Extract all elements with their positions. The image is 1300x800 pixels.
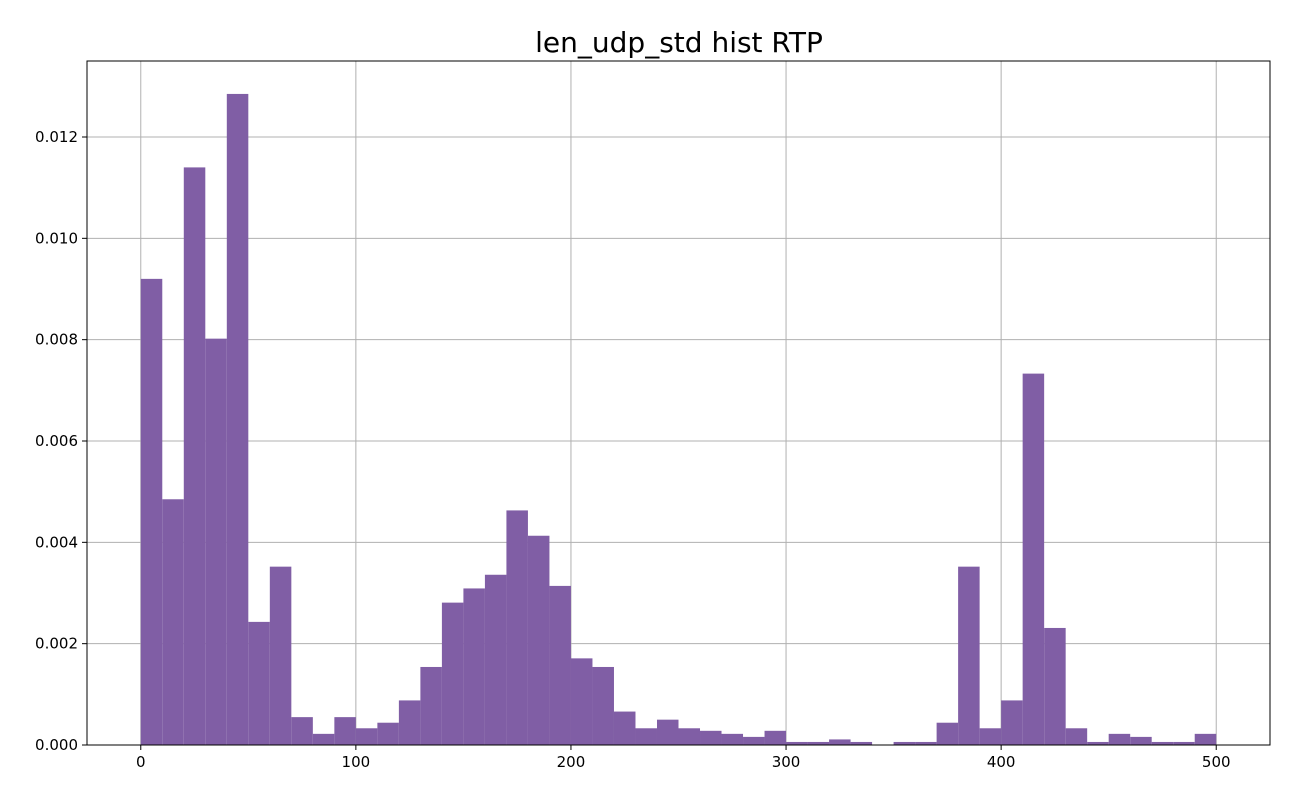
histogram-bar bbox=[1173, 741, 1195, 745]
histogram-bar bbox=[850, 741, 873, 745]
x-tick-label: 300 bbox=[772, 753, 801, 771]
histogram-bar bbox=[355, 728, 378, 745]
histogram-bar bbox=[613, 711, 636, 745]
histogram-bar bbox=[484, 574, 507, 745]
y-tick-label: 0.008 bbox=[35, 331, 78, 349]
histogram-bar bbox=[549, 585, 571, 745]
histogram-bar bbox=[592, 666, 614, 745]
histogram-bar bbox=[269, 566, 292, 745]
histogram-bar bbox=[312, 733, 335, 745]
histogram-bar bbox=[1130, 736, 1152, 745]
histogram-bar bbox=[958, 566, 980, 745]
histogram-bar bbox=[1065, 728, 1088, 745]
histogram-bar bbox=[226, 93, 249, 745]
plot-area-frame bbox=[86, 60, 1271, 746]
histogram-bar bbox=[334, 717, 356, 745]
histogram-bar bbox=[1087, 741, 1109, 745]
histogram-bars bbox=[140, 93, 1217, 745]
histogram-bar bbox=[915, 741, 937, 745]
y-tick-label: 0.004 bbox=[35, 533, 78, 551]
histogram-bar bbox=[506, 510, 528, 745]
y-tick-label: 0.002 bbox=[35, 635, 78, 653]
histogram-bar bbox=[398, 700, 421, 745]
histogram-bar bbox=[1044, 627, 1066, 745]
histogram-bar bbox=[140, 278, 163, 745]
histogram-bar bbox=[162, 499, 184, 745]
histogram-bar bbox=[441, 602, 464, 745]
histogram-bar bbox=[570, 658, 593, 745]
x-tick-label: 500 bbox=[1202, 753, 1231, 771]
x-tick-label: 400 bbox=[987, 753, 1016, 771]
y-axis: 0.000 0.002 0.004 0.006 0.008 0.010 0.012 bbox=[35, 128, 87, 754]
histogram-bar bbox=[1108, 733, 1131, 745]
histogram-bar bbox=[700, 730, 722, 745]
histogram-bar bbox=[377, 722, 399, 745]
histogram-bar bbox=[786, 741, 808, 745]
y-tick-label: 0.006 bbox=[35, 432, 78, 450]
histogram-bar bbox=[1022, 373, 1045, 745]
grid-lines bbox=[87, 61, 1270, 746]
histogram-bar bbox=[721, 733, 744, 745]
x-axis: 0 100 200 300 400 500 bbox=[136, 745, 1231, 771]
histogram-bar bbox=[248, 621, 270, 745]
histogram-bar bbox=[1194, 733, 1217, 745]
histogram-bar bbox=[829, 739, 851, 745]
y-tick-label: 0.000 bbox=[35, 736, 78, 754]
y-tick-label: 0.012 bbox=[35, 128, 78, 146]
x-tick-label: 100 bbox=[342, 753, 371, 771]
histogram-bar bbox=[893, 741, 916, 745]
histogram-bar bbox=[1001, 700, 1023, 745]
y-tick-label: 0.010 bbox=[35, 229, 78, 247]
histogram-bar bbox=[807, 741, 830, 745]
histogram-bar bbox=[1151, 741, 1174, 745]
histogram-bar bbox=[291, 717, 313, 745]
histogram-bar bbox=[463, 588, 485, 745]
x-tick-label: 0 bbox=[136, 753, 146, 771]
histogram-bar bbox=[936, 722, 959, 745]
histogram-bar bbox=[205, 338, 227, 745]
histogram-bar bbox=[764, 730, 787, 745]
histogram-bar bbox=[635, 728, 657, 745]
chart-title: len_udp_std hist RTP bbox=[535, 26, 823, 59]
histogram-bar bbox=[979, 728, 1002, 745]
histogram-bar bbox=[527, 535, 550, 745]
histogram-bar bbox=[183, 167, 206, 745]
x-tick-label: 200 bbox=[557, 753, 586, 771]
histogram-bar bbox=[743, 736, 765, 745]
histogram-bar bbox=[656, 719, 679, 745]
histogram-bar bbox=[678, 728, 701, 745]
histogram-bar bbox=[420, 666, 442, 745]
